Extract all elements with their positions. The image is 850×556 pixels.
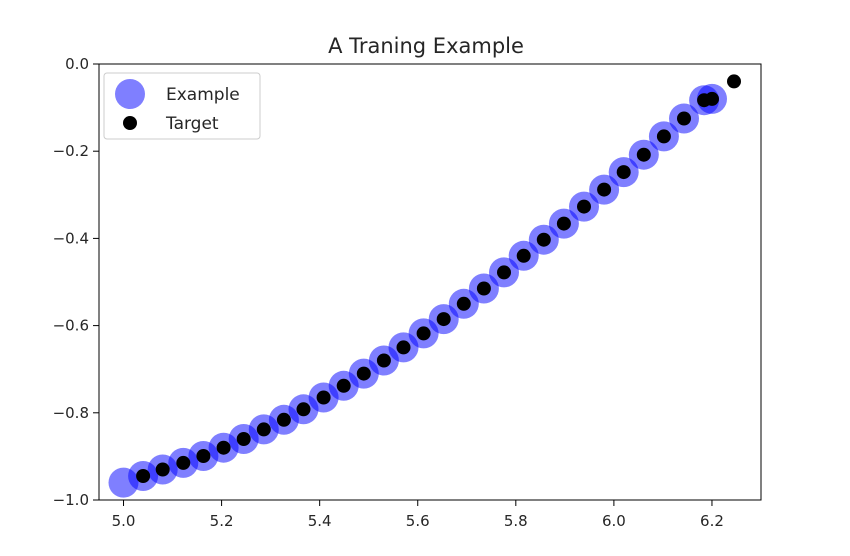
- point-target: [536, 232, 551, 247]
- series-example: [108, 83, 727, 498]
- point-target: [276, 412, 291, 427]
- x-tick-label: 5.4: [308, 512, 332, 530]
- y-tick-label: −0.2: [53, 142, 89, 160]
- point-target: [516, 248, 531, 263]
- axes: 5.0 5.2 5.4 5.6 5.8 6.0 6.2 0.0 −0.2 −0.4 −0.6 −0.8…: [53, 55, 762, 530]
- y-tick-label: 0.0: [65, 55, 89, 73]
- point-target: [216, 440, 231, 455]
- point-target: [616, 165, 631, 180]
- point-target: [396, 340, 411, 355]
- y-tick-label: −1.0: [53, 491, 89, 509]
- point-target: [296, 402, 311, 417]
- series-target: [136, 74, 741, 483]
- point-target: [577, 199, 591, 214]
- point-target: [416, 326, 431, 341]
- data-marks: [108, 74, 741, 498]
- legend-label-example: Example: [166, 85, 240, 105]
- point-target: [236, 432, 251, 446]
- point-target: [636, 147, 651, 162]
- x-tick-label: 5.6: [406, 512, 430, 530]
- legend-marker-target: [123, 116, 137, 130]
- x-tick-label: 5.2: [210, 512, 234, 530]
- point-target: [256, 422, 271, 437]
- point-target: [436, 312, 451, 327]
- y-tick-label: −0.6: [53, 317, 89, 335]
- point-target: [316, 390, 331, 405]
- point-target: [677, 111, 691, 126]
- x-tick-label: 6.2: [700, 512, 724, 530]
- x-tick-label: 5.8: [504, 512, 528, 530]
- point-target: [556, 216, 571, 231]
- legend: Example Target: [103, 72, 261, 140]
- point-target: [336, 378, 351, 393]
- point-target: [356, 366, 371, 381]
- y-tick-label: −0.8: [53, 404, 89, 422]
- point-target: [376, 353, 391, 368]
- x-tick-label: 5.0: [112, 512, 136, 530]
- point-target: [597, 182, 612, 197]
- plot-frame: [98, 63, 762, 501]
- point-target: [727, 74, 741, 89]
- point-target: [155, 462, 170, 477]
- point-target: [656, 129, 671, 144]
- point-target: [456, 296, 471, 311]
- point-target: [705, 91, 719, 106]
- legend-label-target: Target: [165, 114, 219, 134]
- point-target: [476, 281, 491, 296]
- point-target: [196, 449, 211, 463]
- y-tick-label: −0.4: [53, 229, 89, 247]
- chart-title: A Traning Example: [328, 34, 524, 58]
- point-target: [497, 265, 511, 280]
- x-tick-label: 6.0: [602, 512, 626, 530]
- legend-marker-example: [115, 79, 145, 109]
- point-target: [176, 455, 191, 470]
- point-target: [136, 469, 151, 483]
